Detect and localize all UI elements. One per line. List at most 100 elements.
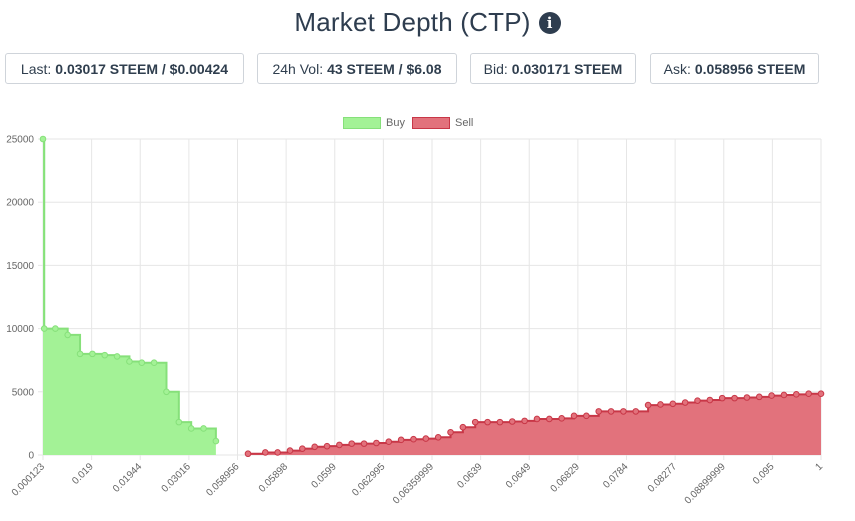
legend-item-sell[interactable]: Sell bbox=[412, 117, 473, 129]
x-tick-label: 0.06829 bbox=[549, 461, 583, 495]
sell-point bbox=[508, 418, 516, 425]
sell-point bbox=[595, 408, 603, 415]
sell-area bbox=[247, 393, 821, 455]
buy-point bbox=[212, 437, 220, 445]
sell-line bbox=[247, 392, 821, 455]
sell-point bbox=[706, 396, 714, 404]
x-tick-label: 0.000123 bbox=[10, 461, 48, 499]
sell-point bbox=[521, 417, 528, 425]
sell-point bbox=[607, 408, 615, 415]
buy-area bbox=[43, 139, 216, 455]
y-tick-label: 5000 bbox=[12, 387, 35, 398]
sell-point bbox=[793, 391, 800, 398]
sell-point bbox=[299, 445, 306, 452]
sell-point bbox=[731, 394, 738, 402]
sell-point bbox=[681, 399, 689, 406]
sell-point bbox=[583, 412, 590, 420]
buy-point bbox=[138, 359, 146, 367]
x-tick-label: 0.0599 bbox=[309, 461, 339, 491]
y-tick-label: 25000 bbox=[6, 135, 34, 146]
y-tick-label: 0 bbox=[28, 451, 34, 462]
buy-point bbox=[39, 135, 47, 143]
sell-point bbox=[244, 450, 252, 458]
y-tick-label: 10000 bbox=[6, 324, 34, 335]
buy-point bbox=[76, 350, 84, 358]
sell-point bbox=[484, 418, 491, 426]
sell-point bbox=[274, 449, 281, 456]
x-tick-label: 0.03016 bbox=[160, 461, 194, 495]
sell-point bbox=[657, 401, 664, 408]
sell-point bbox=[669, 400, 677, 408]
sell-point bbox=[348, 440, 356, 447]
buy-point bbox=[126, 358, 133, 365]
sell-point bbox=[546, 415, 553, 423]
x-tick-label: 0.08899999 bbox=[683, 461, 728, 506]
sell-point bbox=[459, 423, 467, 431]
bid-value: 0.030171 STEEM bbox=[511, 60, 623, 77]
sell-point bbox=[360, 440, 368, 447]
sell-point bbox=[817, 390, 825, 397]
sell-point bbox=[286, 447, 294, 454]
buy-point bbox=[200, 425, 207, 432]
info-circle-icon[interactable]: i bbox=[538, 12, 561, 34]
sell-point bbox=[261, 449, 269, 456]
sell-point bbox=[768, 392, 775, 399]
sell-point bbox=[780, 391, 788, 399]
x-tick-label: 0.019 bbox=[70, 461, 96, 487]
x-tick-label: 0.058956 bbox=[204, 461, 242, 499]
legend-swatch-buy bbox=[343, 117, 381, 129]
buy-point bbox=[150, 359, 158, 367]
legend-swatch-sell bbox=[412, 117, 450, 129]
legend-label-sell: Sell bbox=[455, 117, 474, 129]
buy-point bbox=[113, 353, 121, 360]
sell-point bbox=[397, 436, 405, 444]
ask-label: Ask: bbox=[663, 60, 691, 77]
sell-point bbox=[718, 394, 726, 402]
buy-point bbox=[101, 351, 109, 359]
x-tick-label: 0.062995 bbox=[350, 461, 388, 499]
sell-point bbox=[755, 393, 763, 401]
sell-point bbox=[373, 439, 380, 447]
last-price-value: 0.03017 STEEM / $0.00424 bbox=[55, 60, 229, 77]
x-tick-label: 0.0784 bbox=[601, 461, 631, 491]
last-price-label: Last: bbox=[20, 60, 52, 77]
sell-point bbox=[434, 434, 442, 441]
sell-point bbox=[694, 397, 701, 404]
volume-stat: 24h Vol: 43 STEEM / $6.08 bbox=[257, 53, 457, 84]
bid-label: Bid: bbox=[483, 60, 508, 77]
buy-point bbox=[175, 418, 183, 426]
sell-point bbox=[805, 390, 812, 397]
sell-point bbox=[410, 435, 417, 443]
sell-point bbox=[632, 408, 640, 415]
buy-point bbox=[187, 425, 195, 432]
buy-point bbox=[163, 388, 170, 396]
sell-point bbox=[644, 401, 652, 409]
legend-label-buy: Buy bbox=[386, 117, 405, 129]
sell-point bbox=[385, 438, 393, 446]
x-tick-label: 0.0649 bbox=[504, 461, 534, 491]
sell-point bbox=[620, 408, 627, 415]
x-tick-label: 0.095 bbox=[751, 461, 777, 487]
buy-point bbox=[52, 325, 59, 332]
x-tick-label: 0.06359999 bbox=[391, 461, 436, 506]
sell-point bbox=[447, 428, 454, 436]
bid-stat: Bid: 0.030171 STEEM bbox=[470, 53, 636, 84]
buy-point bbox=[40, 325, 48, 332]
chart-legend: Buy Sell bbox=[0, 117, 855, 131]
x-tick-label: 1 bbox=[813, 461, 825, 473]
y-tick-label: 15000 bbox=[6, 261, 34, 272]
x-tick-label: 0.01944 bbox=[111, 461, 145, 495]
sell-point bbox=[336, 441, 343, 449]
sell-point bbox=[496, 418, 504, 426]
buy-point bbox=[64, 331, 71, 339]
sell-point bbox=[422, 435, 430, 442]
volume-label: 24h Vol: bbox=[272, 60, 324, 77]
sell-point bbox=[558, 415, 565, 422]
page-title: Market Depth (CTP) bbox=[294, 6, 531, 37]
ask-value: 0.058956 STEEM bbox=[694, 60, 806, 77]
volume-value: 43 STEEM / $6.08 bbox=[327, 60, 442, 77]
legend-item-buy[interactable]: Buy bbox=[343, 117, 405, 129]
x-tick-label: 0.08277 bbox=[646, 461, 680, 495]
buy-point bbox=[89, 350, 96, 358]
